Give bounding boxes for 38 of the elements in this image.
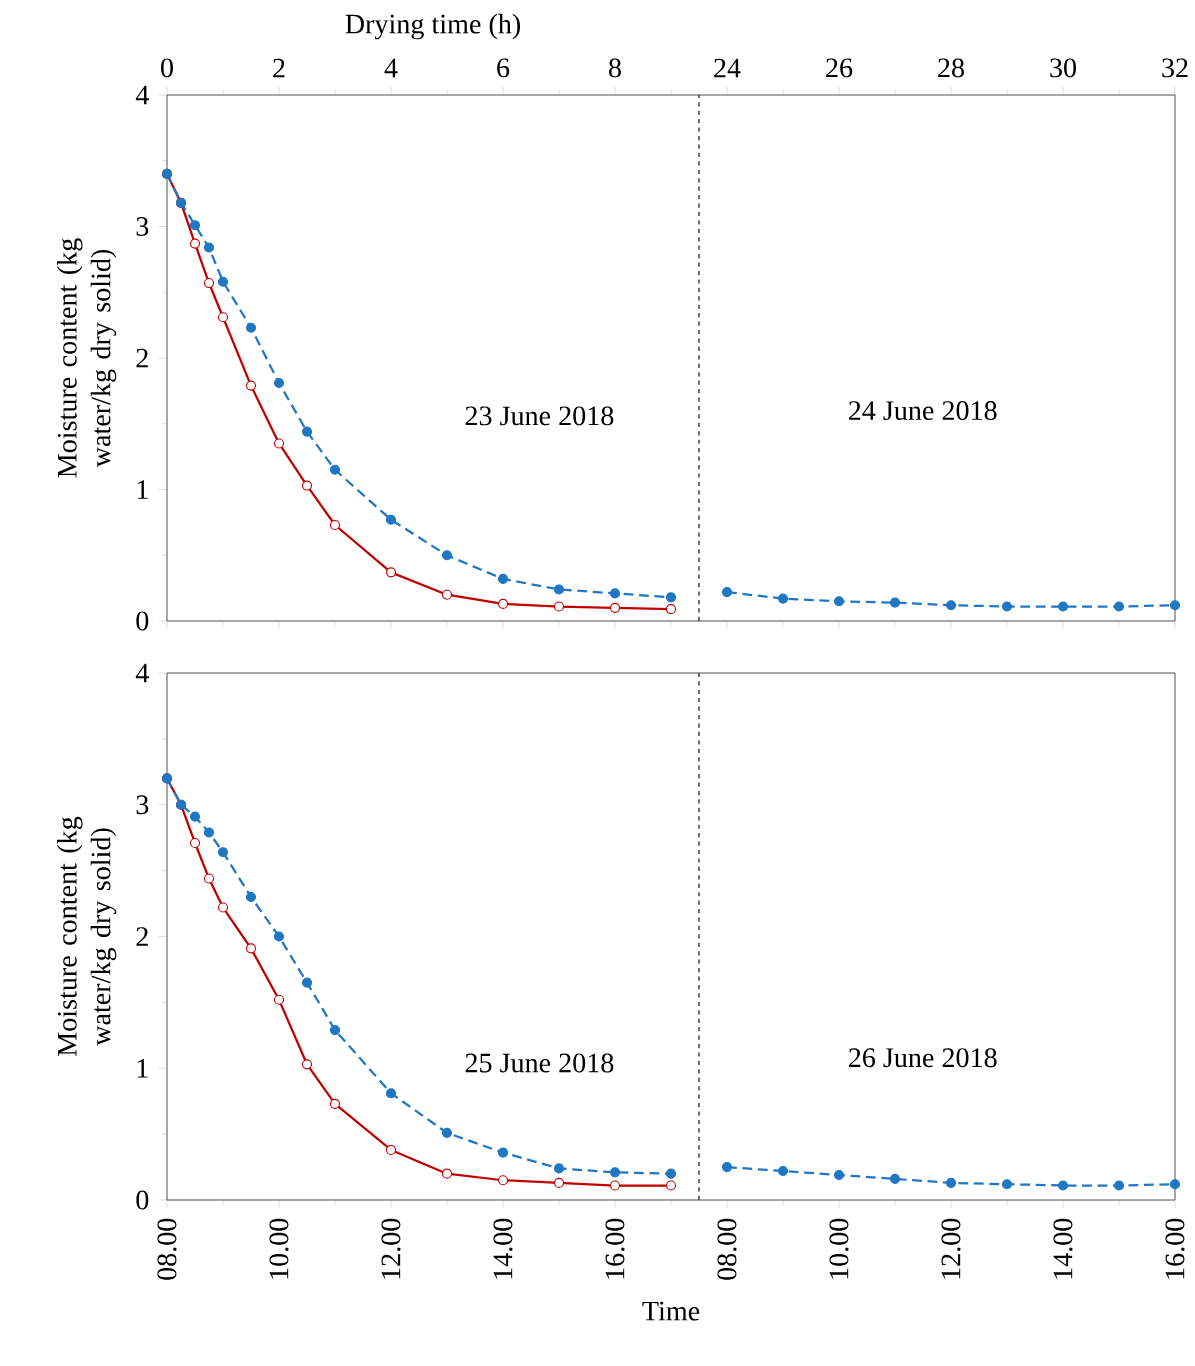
x-tick-label: 6 (497, 58, 510, 78)
x-tick-label: 12.00 (381, 1218, 401, 1279)
y-tick-label: 2 (136, 348, 148, 368)
x-tick-label: 32 (1162, 58, 1188, 78)
annotation: 25 June 2018 (465, 1053, 614, 1073)
x-tick-label: 16.00 (1165, 1218, 1185, 1279)
x-tick-label: 12.00 (941, 1218, 961, 1279)
y-tick-label: 1 (137, 480, 148, 499)
y-tick-label: 1 (137, 1058, 148, 1078)
annotation: 26 June 2018 (848, 1048, 997, 1068)
x-tick-label: 28 (938, 58, 964, 78)
x-tick-label: 0 (161, 58, 173, 78)
x-tick-label: 2 (273, 58, 285, 78)
annotation: 23 June 2018 (465, 406, 614, 426)
x-axis-title: Time (642, 1301, 700, 1321)
y-tick-label: 2 (136, 927, 148, 946)
y-tick-label: 0 (136, 611, 149, 631)
x-tick-label: 14.00 (493, 1218, 513, 1279)
x-tick-label: 30 (1050, 58, 1076, 78)
x-tick-label: 26 (826, 58, 853, 78)
x-tick-label: 08.00 (157, 1218, 177, 1280)
x-tick-label: 24 (714, 58, 741, 78)
y-axis-title: Moisture content (kg water/kg dry solid) (56, 238, 117, 478)
x-tick-label: 10.00 (829, 1218, 849, 1279)
x-tick-label: 4 (384, 58, 398, 78)
y-axis-title: Moisture content (kg water/kg dry solid) (56, 816, 117, 1056)
x-tick-label: 08.00 (717, 1218, 737, 1280)
x-tick-label: 16.00 (605, 1218, 625, 1279)
y-tick-label: 3 (136, 795, 149, 815)
y-tick-label: 4 (135, 85, 149, 105)
x-tick-label: 14.00 (1053, 1218, 1073, 1279)
x-axis-title: Drying time (h) (345, 13, 521, 40)
x-tick-label: 8 (609, 58, 621, 78)
y-tick-label: 4 (135, 663, 149, 683)
y-tick-label: 0 (136, 1190, 149, 1210)
y-tick-label: 3 (136, 217, 149, 236)
annotation: 24 June 2018 (848, 401, 997, 421)
x-tick-label: 10.00 (269, 1218, 289, 1279)
